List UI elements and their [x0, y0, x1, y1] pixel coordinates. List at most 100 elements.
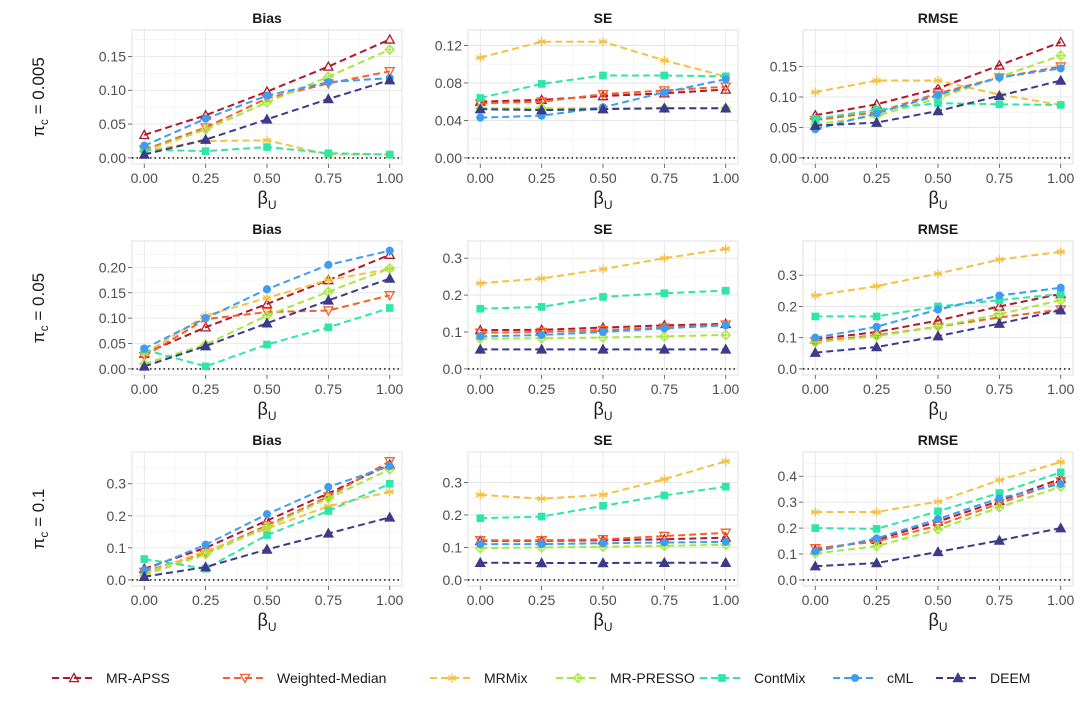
- data-point-cml: [476, 113, 485, 122]
- x-tick-label: 0.50: [253, 592, 280, 608]
- y-tick-label: 0.2: [443, 287, 463, 303]
- y-tick-label: 0.15: [99, 48, 126, 64]
- legend-item-mr-apss: MR-APSS: [52, 670, 170, 686]
- data-point-mr-presso: [720, 329, 732, 341]
- series-line-weighted-median: [480, 85, 726, 105]
- data-point-mrmix: [810, 87, 820, 97]
- y-tick-label: 0.2: [443, 507, 463, 523]
- panel-bias-row-2: 0.00 0.25 0.50 0.75 1.00 0.00 0.05 0.10 0.15 0.20…: [99, 221, 404, 423]
- y-tick-label: 0.0: [778, 572, 798, 588]
- y-tick-label: 0.1: [778, 546, 798, 562]
- y-tick-label: 0.08: [435, 75, 462, 91]
- y-tick-label: 0.04: [435, 112, 462, 128]
- data-point-mrmix: [1056, 457, 1066, 467]
- data-point-cml: [660, 538, 669, 547]
- x-axis-label: βU: [928, 610, 947, 634]
- data-point-deem: [597, 103, 609, 114]
- data-point-deem: [474, 343, 486, 354]
- data-point-deem: [658, 556, 670, 567]
- series-cml: [476, 537, 730, 549]
- panel-title: SE: [594, 10, 613, 26]
- data-point-deem: [200, 340, 212, 351]
- y-tick-label: 0.1: [778, 330, 798, 346]
- legend-item-cml: cML: [833, 670, 914, 686]
- x-tick-label: 0.00: [802, 170, 829, 186]
- y-tick-label: 0.4: [778, 468, 798, 484]
- data-point-deem: [597, 557, 609, 568]
- data-point-mrmix: [537, 494, 547, 504]
- data-point-deem: [138, 148, 150, 159]
- series-line-mr-presso: [143, 468, 391, 577]
- panel-bias-row-3: 0.00 0.25 0.50 0.75 1.00 0.0 0.1 0.2 0.3 Bias βU: [107, 432, 404, 634]
- data-point-cml: [385, 462, 394, 471]
- y-tick-label: 0.0: [107, 572, 127, 588]
- x-tick-label: 1.00: [712, 170, 739, 186]
- data-point-cml: [933, 514, 943, 524]
- x-axis-label: βU: [257, 610, 276, 634]
- data-point-contmix: [599, 71, 607, 80]
- x-tick-label: 0.50: [589, 592, 616, 608]
- y-tick-label: 0.0: [778, 361, 798, 377]
- series-deem: [809, 74, 1067, 130]
- x-tick-label: 0.25: [192, 170, 219, 186]
- legend-item-mr-presso: MR-PRESSO: [556, 670, 695, 686]
- data-point-deem: [536, 343, 548, 354]
- data-point-mr-apss: [1055, 36, 1067, 47]
- data-point-mr-apss: [384, 33, 396, 44]
- x-tick-label: 0.75: [651, 592, 678, 608]
- data-point-mr-presso: [658, 331, 670, 342]
- legend-label: cML: [887, 670, 914, 686]
- data-point-cml: [872, 109, 881, 118]
- data-point-mrmix: [810, 507, 820, 517]
- data-point-mrmix: [537, 273, 547, 283]
- data-point-cml: [324, 260, 333, 269]
- data-point-mr-presso: [322, 492, 334, 504]
- series-cml: [476, 321, 730, 341]
- series-deem: [809, 304, 1067, 357]
- data-point-deem: [1055, 522, 1067, 533]
- data-point-cml: [262, 510, 272, 519]
- y-tick-label: 0.20: [99, 259, 126, 275]
- data-point-cml: [385, 246, 394, 255]
- data-point-cml: [537, 330, 546, 339]
- data-point-cml: [872, 534, 881, 543]
- x-tick-label: 1.00: [1047, 592, 1074, 608]
- data-point-deem: [1055, 74, 1067, 85]
- y-tick-label: 0.3: [443, 474, 463, 490]
- data-point-mr-apss: [138, 129, 150, 140]
- data-point-cml: [476, 540, 485, 549]
- x-tick-label: 1.00: [376, 381, 403, 397]
- x-tick-label: 0.75: [986, 381, 1013, 397]
- legend-item-deem: DEEM: [936, 670, 1030, 686]
- x-tick-label: 1.00: [712, 381, 739, 397]
- x-tick-label: 1.00: [376, 592, 403, 608]
- legend-label: ContMix: [754, 670, 805, 686]
- panel-rmse-row-3: 0.00 0.25 0.50 0.75 1.00 0.0 0.1 0.2 0.3 0.4 RMSE β…: [778, 432, 1075, 634]
- data-point-weighted-median: [384, 67, 396, 78]
- series-line-mr-apss: [143, 253, 391, 355]
- data-point-contmix: [811, 115, 820, 123]
- data-point-contmix: [934, 507, 942, 516]
- data-point-deem: [474, 103, 486, 114]
- data-point-mr-apss: [200, 321, 212, 332]
- series-contmix: [476, 482, 730, 523]
- series-mrmix: [810, 247, 1066, 301]
- data-point-mrmix: [933, 76, 943, 86]
- y-tick-label: 0.3: [107, 476, 127, 492]
- data-point-deem: [322, 527, 334, 538]
- data-point-contmix: [476, 94, 485, 102]
- data-point-weighted-median: [474, 536, 486, 547]
- data-point-deem: [658, 343, 670, 354]
- data-point-contmix: [1056, 468, 1065, 477]
- data-point-deem: [658, 102, 670, 113]
- data-point-mr-presso: [993, 501, 1005, 513]
- series-deem: [809, 522, 1067, 571]
- data-point-contmix: [934, 99, 942, 107]
- data-point-cml: [1056, 283, 1065, 292]
- data-point-deem: [138, 570, 150, 581]
- row-label-1: πc = 0.005: [29, 57, 51, 137]
- x-tick-label: 0.75: [986, 170, 1013, 186]
- series-cml: [140, 246, 394, 353]
- data-point-cml: [262, 285, 272, 294]
- data-point-deem: [200, 561, 212, 572]
